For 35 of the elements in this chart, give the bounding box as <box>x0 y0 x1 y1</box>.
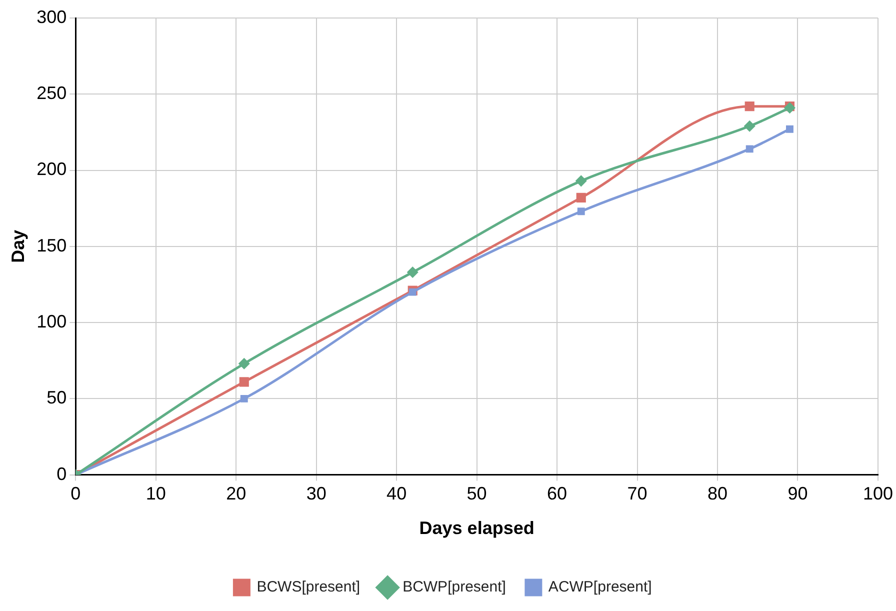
y-tick-label: 50 <box>46 388 67 408</box>
legend-label: BCWP[present] <box>402 578 506 596</box>
point <box>239 377 249 387</box>
point <box>238 358 250 369</box>
x-tick-label: 0 <box>70 484 81 504</box>
point <box>577 208 585 216</box>
y-tick-label: 150 <box>36 235 67 256</box>
y-tick-label: 250 <box>36 83 67 104</box>
x-tick-label: 10 <box>146 484 166 504</box>
x-tick-label: 20 <box>226 484 246 504</box>
x-tick-label: 60 <box>547 484 568 504</box>
y-tick-label: 200 <box>36 159 67 180</box>
point <box>240 394 248 402</box>
point <box>408 288 416 296</box>
point <box>746 145 754 153</box>
x-tick-label: 50 <box>466 484 487 504</box>
point <box>744 120 755 132</box>
legend-label: ACWP[present] <box>548 578 652 596</box>
legend-label: BCWS[present] <box>256 578 360 596</box>
y-tick-label: 300 <box>36 6 67 27</box>
y-tick-label: 0 <box>56 464 67 484</box>
y-tick-label: 100 <box>36 312 67 332</box>
point <box>576 192 586 202</box>
point <box>407 267 418 278</box>
x-tick-label: 70 <box>627 484 648 504</box>
point <box>786 125 794 133</box>
y-axis-title: Day <box>8 230 28 263</box>
x-axis-title: Days elapsed <box>419 518 534 538</box>
point <box>576 176 586 186</box>
x-tick-label: 30 <box>306 484 326 504</box>
x-tick-label: 90 <box>788 484 808 504</box>
x-tick-label: 80 <box>708 484 728 504</box>
x-tick-label: 40 <box>386 484 407 504</box>
point <box>744 102 754 112</box>
x-tick-label: 100 <box>862 484 894 504</box>
